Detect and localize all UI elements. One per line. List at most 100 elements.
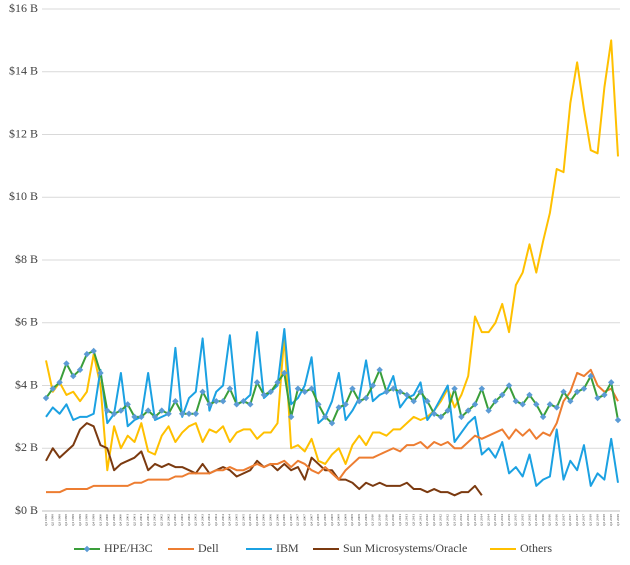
x-tick-label: Q2 2006 [269, 514, 273, 526]
marker [240, 397, 247, 405]
x-tick-label: Q4 2004 [228, 514, 232, 526]
marker [478, 385, 486, 392]
x-tick-label: Q3 2017 [575, 514, 579, 526]
x-tick-label: Q4 1999 [91, 514, 95, 526]
x-tick-label: Q1 2010 [371, 514, 375, 526]
marker [199, 388, 206, 395]
marker [178, 410, 186, 417]
legend-label: Others [520, 541, 552, 555]
y-tick-label: $4 B [15, 377, 38, 391]
marker [124, 401, 131, 408]
marker [315, 401, 322, 408]
x-tick-label: Q1 2003 [180, 514, 184, 526]
series-line [45, 349, 619, 425]
x-tick-label: Q3 2013 [466, 514, 470, 526]
x-tick-label: Q1 2017 [561, 514, 565, 526]
marker [90, 347, 97, 355]
x-tick-label: Q2 2002 [160, 514, 164, 526]
marker [451, 385, 458, 392]
legend-label: HPE/H3C [104, 541, 153, 555]
x-tick-label: Q2 2018 [595, 514, 599, 526]
x-tick-label: Q4 2016 [555, 514, 559, 526]
x-tick-label: Q3 2004 [221, 514, 225, 526]
x-tick-label: Q4 2001 [146, 514, 150, 526]
series-line [45, 422, 483, 497]
x-tick-label: Q1 2018 [589, 514, 593, 526]
x-tick-label: Q1 2008 [316, 514, 320, 526]
marker [464, 407, 472, 414]
x-tick-label: Q4 2018 [609, 514, 613, 526]
x-tick-label: Q4 2007 [309, 514, 313, 526]
marker [321, 413, 329, 421]
marker [281, 369, 288, 377]
x-tick-label: Q2 2008 [323, 514, 327, 526]
x-tick-label: Q2 2007 [296, 514, 300, 526]
marker [526, 391, 533, 399]
marker [328, 419, 336, 427]
x-tick-label: Q4 2009 [364, 514, 368, 526]
x-tick-label: Q3 2001 [139, 514, 143, 526]
x-tick-label: Q3 1999 [85, 514, 89, 526]
marker [274, 379, 281, 386]
x-tick-label: Q4 2011 [418, 514, 422, 526]
x-tick-label: Q3 2010 [384, 514, 388, 526]
marker [267, 388, 274, 395]
legend-label: Dell [198, 541, 219, 555]
marker [97, 369, 104, 377]
y-tick-label: $12 B [9, 126, 38, 140]
y-tick-label: $8 B [15, 252, 38, 266]
y-tick-label: $2 B [15, 440, 38, 454]
marker [287, 413, 295, 421]
x-tick-label: Q2 2014 [486, 514, 490, 526]
marker [294, 385, 302, 392]
x-tick-label: Q1 2009 [343, 514, 347, 526]
marker [369, 382, 377, 389]
marker [533, 401, 540, 408]
marker [546, 401, 554, 408]
marker [512, 397, 520, 405]
marker [144, 407, 152, 414]
marker [376, 366, 383, 374]
marker [362, 394, 370, 402]
marker [185, 410, 193, 417]
marker [247, 401, 254, 408]
x-tick-label: Q2 2012 [432, 514, 436, 526]
x-tick-label: Q3 2014 [493, 514, 497, 526]
x-tick-label: Q3 2006 [275, 514, 279, 526]
x-tick-label: Q1 2001 [126, 514, 130, 526]
x-tick-label: Q2 2003 [187, 514, 191, 526]
x-tick-label: Q2 2000 [105, 514, 109, 526]
marker [226, 385, 234, 392]
marker [56, 379, 63, 386]
marker [192, 410, 200, 417]
marker [219, 397, 227, 405]
x-tick-label: Q2 2016 [541, 514, 545, 526]
x-tick-label: Q3 2015 [520, 514, 524, 526]
x-tick-label: Q2 1998 [51, 514, 55, 526]
x-tick-label: Q1 2000 [98, 514, 102, 526]
x-tick-label: Q2 1999 [78, 514, 82, 526]
x-tick-label: Q4 2017 [582, 514, 586, 526]
x-tick-label: Q3 2011 [412, 514, 416, 526]
x-tick-label: Q4 2008 [337, 514, 341, 526]
marker [383, 388, 390, 395]
marker [519, 401, 526, 408]
x-tick-label: Q1 1999 [71, 514, 75, 526]
x-tick-label: Q2 2011 [405, 514, 409, 526]
marker [172, 397, 179, 405]
x-tick-label: Q4 2010 [391, 514, 395, 526]
marker [42, 394, 50, 402]
x-tick-label: Q1 2012 [425, 514, 429, 526]
marker [131, 413, 138, 421]
marker [49, 385, 57, 392]
x-tick-label: Q3 2009 [357, 514, 361, 526]
x-tick-label: Q1 2006 [262, 514, 266, 526]
x-tick-label: Q4 2000 [119, 514, 123, 526]
x-tick-label: Q2 2009 [350, 514, 354, 526]
marker [437, 413, 445, 421]
marker [342, 401, 349, 408]
marker [76, 366, 84, 374]
series-line [45, 328, 619, 487]
marker [349, 385, 356, 392]
